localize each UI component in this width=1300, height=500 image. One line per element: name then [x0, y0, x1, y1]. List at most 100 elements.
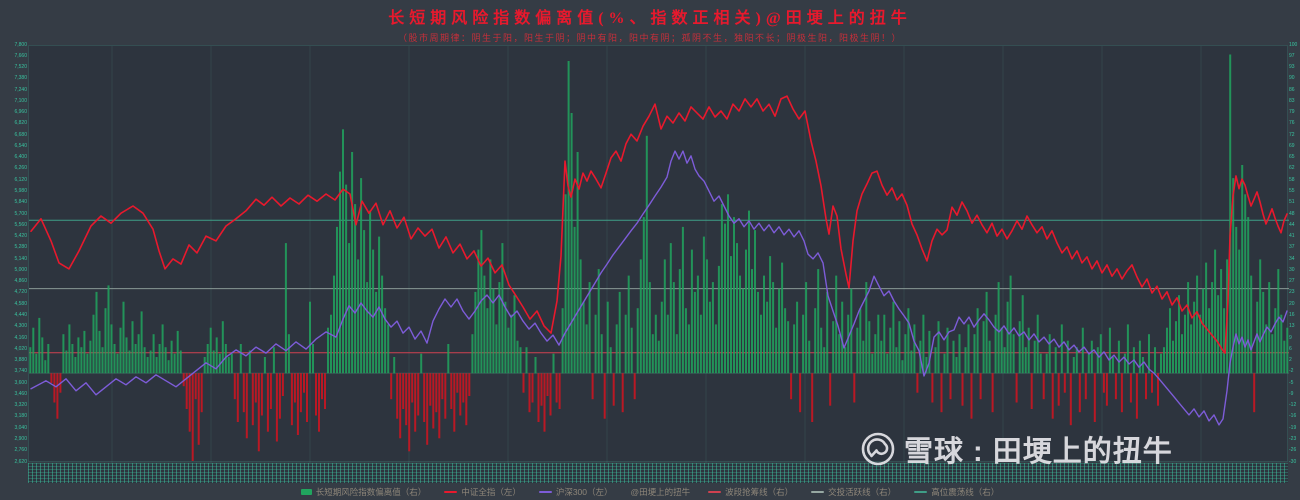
axis-tick: 7,240 — [14, 86, 27, 93]
legend-label: 高位震荡线（右） — [931, 487, 1000, 497]
axis-tick: 79 — [1289, 109, 1295, 116]
axis-tick: 3,600 — [14, 379, 27, 386]
axis-tick: 37 — [1289, 244, 1295, 251]
axis-tick: -26 — [1289, 447, 1297, 454]
axis-tick: 2,900 — [14, 435, 27, 442]
chart-subtitle: （股市周期律：阴生于阳，阳生于阴；阴中有阳，阳中有阴；孤阴不生，独阳不长；阴极生… — [397, 33, 902, 43]
axis-tick: -9 — [1289, 390, 1294, 397]
axis-tick: 83 — [1289, 97, 1295, 104]
axis-tick: 30 — [1289, 266, 1295, 273]
axis-tick: 4,160 — [14, 334, 27, 341]
axis-tick: 2,760 — [14, 447, 27, 454]
bar-marker-icon — [300, 489, 312, 495]
axis-tick: -5 — [1289, 379, 1294, 386]
axis-tick: 65 — [1289, 154, 1295, 161]
axis-tick: 4,300 — [14, 323, 27, 330]
axis-tick: 7,380 — [14, 75, 27, 82]
axis-tick: 93 — [1289, 64, 1295, 71]
axis-tick: 34 — [1289, 255, 1295, 262]
axis-tick: 6,400 — [14, 154, 27, 161]
axis-tick: 76 — [1289, 120, 1295, 127]
legend-row: 长短期风险指数偏离值（右） 中证全指（左） 沪深300（左） @田埂上的扭牛 波段抢筹线… — [0, 486, 1300, 498]
axis-tick: 9 — [1289, 334, 1292, 341]
axis-tick: 55 — [1289, 188, 1295, 194]
axis-tick: 48 — [1289, 210, 1295, 217]
line-marker-icon — [914, 491, 928, 493]
left-axis-ticks: 7,800 7,660 7,520 7,380 7,240 7,100 6,960 6,820… — [1, 42, 27, 465]
axis-tick: 44 — [1289, 221, 1295, 228]
axis-tick: 5,840 — [14, 199, 27, 206]
axis-tick: 7,660 — [14, 52, 27, 59]
date-axis-strip — [28, 463, 1288, 483]
legend-item-6[interactable]: 高位震荡线（右） — [914, 486, 999, 498]
legend-item-0[interactable]: 长短期风险指数偏离值（右） — [300, 486, 427, 498]
axis-tick: 6,260 — [14, 165, 27, 172]
axis-tick: 100 — [1289, 41, 1298, 48]
axis-tick: -23 — [1289, 435, 1297, 442]
axis-tick: 5,000 — [14, 266, 27, 273]
axis-tick: 86 — [1289, 86, 1295, 93]
axis-tick: 5,980 — [14, 188, 27, 194]
axis-tick: 20 — [1289, 300, 1295, 307]
series-中证全指（左） — [30, 95, 1288, 354]
axis-tick: 7,100 — [14, 97, 27, 104]
legend-item-5[interactable]: 交投活跃线（右） — [811, 486, 896, 498]
legend-item-1[interactable]: 中证全指（左） — [444, 486, 521, 498]
axis-tick: 5,140 — [14, 255, 27, 262]
axis-tick: 2 — [1289, 357, 1292, 364]
axis-tick: -16 — [1289, 413, 1297, 420]
legend-item-3[interactable]: @田埂上的扭牛 — [631, 486, 691, 498]
axis-tick: 69 — [1289, 142, 1295, 149]
chart-canvas — [29, 46, 1289, 463]
legend-item-2[interactable]: 沪深300（左） — [538, 486, 613, 498]
axis-tick: 23 — [1289, 289, 1295, 296]
axis-tick: 5,560 — [14, 221, 27, 228]
axis-tick: 3,320 — [14, 402, 27, 409]
axis-tick: 13 — [1289, 323, 1295, 330]
legend-label: 波段抢筹线（右） — [725, 487, 794, 497]
axis-tick: 51 — [1289, 199, 1295, 206]
line-marker-icon — [538, 491, 552, 493]
axis-tick: 3,880 — [14, 357, 27, 364]
axis-tick: 2,620 — [14, 458, 27, 465]
axis-tick: 6 — [1289, 345, 1292, 352]
right-axis-ticks: 100 97 93 90 86 83 79 76 72 69 65 6 2 58 55 51 48 44 41 37 3… — [1289, 41, 1300, 464]
axis-tick: 6,820 — [14, 120, 27, 127]
chart-header: 长短期风险指数偏离值(%、指数正相关)@田埂上的扭牛 （股市周期律：阴生于阳，阳… — [0, 4, 1300, 44]
legend-label: @田埂上的扭牛 — [630, 487, 691, 497]
axis-tick: 5,280 — [14, 244, 27, 251]
axis-tick: 3,040 — [14, 424, 27, 431]
chart-title: 长短期风险指数偏离值(%、指数正相关)@田埂上的扭牛 — [388, 10, 912, 27]
axis-tick: 6,540 — [14, 142, 27, 149]
axis-tick: 41 — [1289, 233, 1295, 240]
axis-tick: 3,740 — [14, 368, 27, 375]
axis-tick: -2 — [1289, 368, 1294, 375]
axis-tick: 6,680 — [14, 131, 27, 138]
axis-tick: 5,700 — [14, 210, 27, 217]
axis-tick: 27 — [1289, 278, 1295, 285]
axis-tick: 6,960 — [14, 109, 27, 116]
axis-tick: 4,860 — [14, 278, 27, 285]
chart-area — [28, 45, 1289, 463]
axis-tick: 7,520 — [14, 64, 27, 71]
watermark: 雪球 : 田埂上的扭牛 — [860, 428, 1173, 470]
legend-item-4[interactable]: 波段抢筹线（右） — [708, 486, 793, 498]
axis-tick: 97 — [1289, 52, 1295, 59]
axis-tick: 4,440 — [14, 311, 27, 318]
legend-label: 长短期风险指数偏离值（右） — [315, 487, 427, 497]
axis-tick: 90 — [1289, 75, 1295, 82]
line-marker-icon — [811, 491, 825, 493]
line-marker-icon — [444, 491, 458, 493]
axis-tick: 4,020 — [14, 345, 27, 352]
axis-tick: 3,180 — [14, 413, 27, 420]
axis-tick: -19 — [1289, 424, 1297, 431]
axis-tick: 6,120 — [14, 176, 27, 183]
axis-tick: 58 — [1289, 176, 1295, 183]
axis-tick: 5,420 — [14, 233, 27, 240]
legend-label: 沪深300（左） — [555, 487, 613, 497]
axis-tick: 72 — [1289, 131, 1295, 138]
axis-tick: 16 — [1289, 311, 1295, 318]
axis-tick: 4,720 — [14, 289, 27, 296]
snowball-logo-icon — [861, 432, 895, 466]
